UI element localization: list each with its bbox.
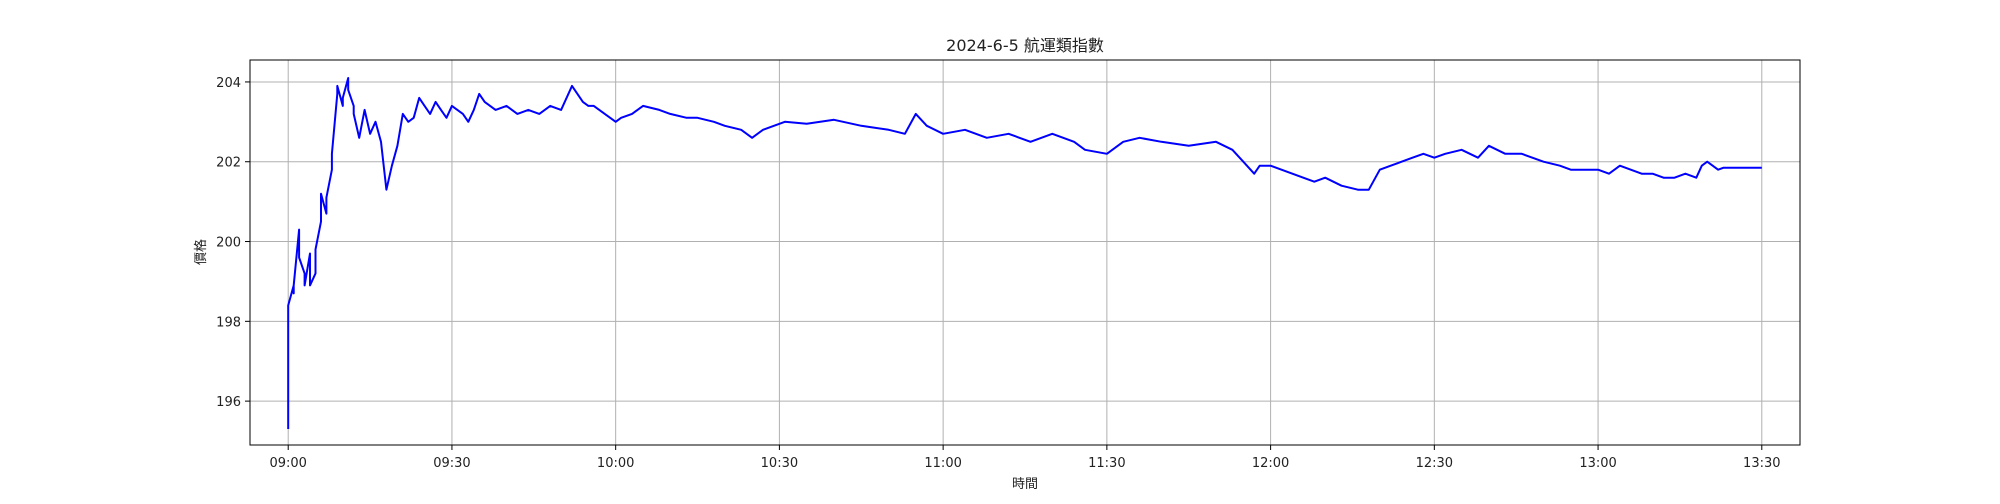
y-tick-label: 204	[216, 76, 241, 91]
chart-title: 2024-6-5 航運類指數	[946, 36, 1104, 55]
y-tick-label: 198	[216, 315, 241, 330]
series-layer	[287, 77, 1762, 429]
grid	[250, 60, 1800, 445]
x-tick-label: 11:00	[924, 456, 961, 471]
plot-area-frame	[249, 59, 1801, 446]
series-line-0	[287, 77, 1762, 429]
x-axis-ticks: 09:00 09:30 10:00 10:30 11:00 11:30 12:00 12:30…	[269, 445, 1781, 471]
x-tick-label: 13:00	[1579, 456, 1616, 471]
x-tick-label: 13:30	[1743, 456, 1780, 471]
x-tick-label: 12:00	[1252, 456, 1289, 471]
x-tick-label: 11:30	[1088, 456, 1125, 471]
y-tick-label: 196	[216, 395, 241, 410]
y-axis-ticks: 196 198 200 202 204	[216, 76, 250, 410]
y-tick-label: 202	[216, 156, 241, 171]
y-tick-label: 200	[216, 236, 241, 251]
x-tick-label: 12:30	[1416, 456, 1453, 471]
y-axis-title: 價格	[193, 239, 209, 265]
x-tick-label: 10:30	[761, 456, 798, 471]
x-tick-label: 10:00	[597, 456, 634, 471]
x-tick-label: 09:00	[269, 456, 306, 471]
x-tick-label: 09:30	[433, 456, 470, 471]
x-axis-title: 時間	[1012, 477, 1038, 492]
